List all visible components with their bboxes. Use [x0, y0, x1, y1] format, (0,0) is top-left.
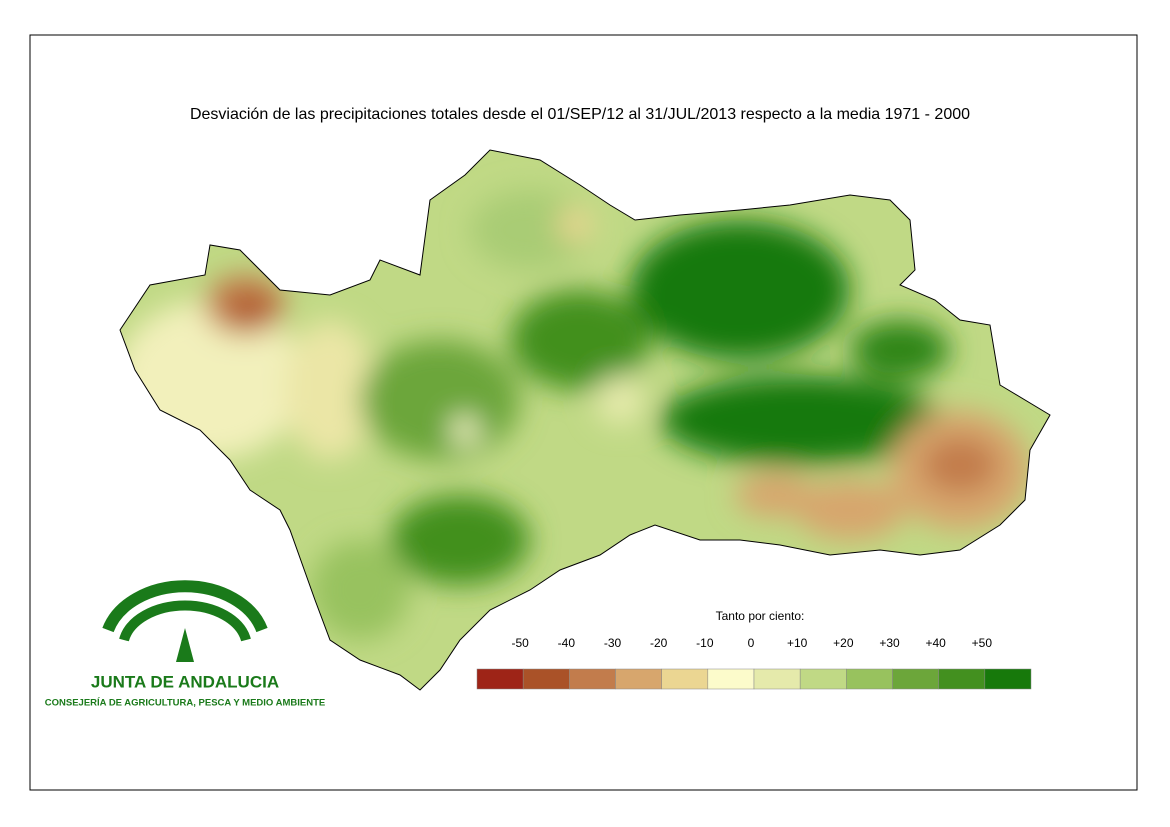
legend-swatch — [707, 668, 755, 690]
legend-swatch — [661, 668, 709, 690]
legend-label: Tanto por ciento: — [716, 609, 805, 623]
legend-swatch — [569, 668, 616, 690]
logo-department: CONSEJERÍA DE AGRICULTURA, PESCA Y MEDIO… — [45, 698, 325, 709]
legend-tick-label: +40 — [925, 636, 946, 650]
legend-swatch — [846, 668, 893, 690]
logo-name: JUNTA DE ANDALUCIA — [91, 672, 279, 691]
legend-swatch — [892, 668, 939, 690]
legend-swatch — [476, 668, 524, 690]
legend-tick-label: -20 — [650, 636, 668, 650]
legend-tick-label: -10 — [696, 636, 714, 650]
legend-tick-label: -40 — [558, 636, 576, 650]
legend-tick-label: -50 — [511, 636, 529, 650]
legend-tick-label: +20 — [833, 636, 854, 650]
legend-tick-label: +10 — [787, 636, 808, 650]
legend-swatch — [799, 668, 847, 690]
logo: JUNTA DE ANDALUCIA CONSEJERÍA DE AGRICUL… — [45, 580, 325, 709]
precipitation-map — [120, 150, 1050, 690]
legend-swatch — [984, 668, 1032, 690]
legend-tick-label: -30 — [604, 636, 622, 650]
legend-swatch — [615, 668, 662, 690]
legend-tick-label: +30 — [879, 636, 900, 650]
legend-swatch — [522, 668, 570, 690]
frame — [29, 34, 1138, 791]
map-title: Desviación de las precipitaciones totale… — [190, 106, 970, 123]
legend-tick-label: +50 — [972, 636, 993, 650]
legend: Tanto por ciento: -50 -40 -30 -20 -10 0 +10 +20… — [476, 609, 1032, 690]
legend-swatch — [938, 668, 986, 690]
legend-tick-label: 0 — [748, 636, 755, 650]
legend-swatch — [753, 668, 801, 690]
